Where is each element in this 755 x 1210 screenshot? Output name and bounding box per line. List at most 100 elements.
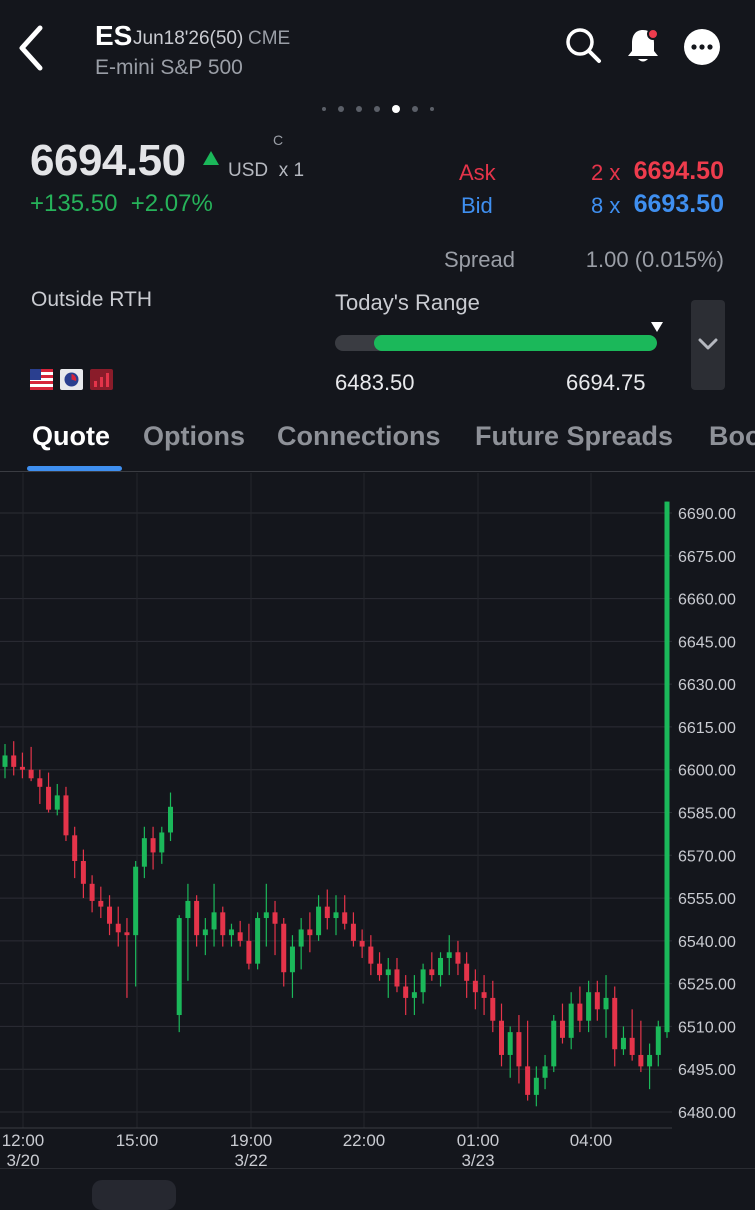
bottom-bar-handle[interactable] <box>92 1180 176 1210</box>
candle-body <box>11 755 17 767</box>
bell-icon[interactable] <box>622 24 664 66</box>
candle-body <box>194 900 200 936</box>
bid-size: 8 x <box>591 193 621 218</box>
candle-body <box>2 755 8 767</box>
change-percent: +2.07% <box>130 190 213 217</box>
tab-future-spreads[interactable]: Future Spreads <box>475 421 674 451</box>
candle-body <box>559 1020 565 1038</box>
chevron-down-icon <box>698 338 718 350</box>
candle-body <box>464 963 470 981</box>
candle-body <box>281 923 287 973</box>
price-change: +135.50 +2.07% <box>30 190 213 218</box>
candle-body <box>80 860 86 884</box>
candle-body <box>316 906 322 936</box>
symbol: ES <box>95 20 133 51</box>
range-low: 6483.50 <box>335 370 415 395</box>
y-tick-label: 6480.00 <box>678 1105 736 1122</box>
candle-body <box>377 963 383 976</box>
candle-body <box>28 769 34 779</box>
candle-body <box>289 946 295 973</box>
instrument-name: E-mini S&P 500 <box>95 56 243 79</box>
candle-body <box>638 1054 644 1067</box>
page-dot <box>355 105 362 112</box>
candle-body <box>594 992 600 1010</box>
spread-label: Spread <box>444 247 515 272</box>
candle-body <box>246 940 252 964</box>
ask-label: Ask <box>459 160 496 185</box>
candle-body <box>342 912 348 924</box>
candle-body <box>551 1020 557 1067</box>
candle-body <box>46 786 52 810</box>
currency-multiplier: USD x 1 <box>228 160 304 182</box>
y-tick-label: 6540.00 <box>678 934 736 951</box>
exchange: CME <box>248 28 291 49</box>
candle-body <box>141 838 147 867</box>
y-tick-label: 6615.00 <box>678 720 736 737</box>
y-tick-label: 6660.00 <box>678 592 736 609</box>
candle-body <box>150 838 156 853</box>
candle-body <box>168 806 173 833</box>
tab-bar: Quote Options Connections Future Spreads… <box>0 416 755 472</box>
y-tick-label: 6495.00 <box>678 1062 736 1079</box>
candle-body <box>481 992 487 998</box>
y-tick-label: 6675.00 <box>678 549 736 566</box>
y-tick-label: 6690.00 <box>678 506 736 523</box>
candle-body <box>664 501 670 1033</box>
search-icon[interactable] <box>562 24 604 66</box>
candle-body <box>620 1037 626 1050</box>
active-tab-indicator <box>27 466 122 471</box>
x-tick-date-label: 3/22 <box>234 1151 267 1168</box>
tab-connections[interactable]: Connections <box>277 421 441 451</box>
more-icon[interactable] <box>682 26 724 68</box>
last-price: 6694.50 <box>30 136 186 185</box>
candle-body <box>499 1020 504 1055</box>
candle-body <box>220 912 226 936</box>
change-value: +135.50 <box>30 190 118 217</box>
x-tick-label: 22:00 <box>343 1131 386 1150</box>
range-label: Today's Range <box>335 290 480 315</box>
expand-quote-button[interactable] <box>691 300 725 390</box>
divider <box>0 471 755 472</box>
close-flag: C <box>273 132 284 148</box>
range-current-marker-icon <box>650 320 664 332</box>
tab-quote[interactable]: Quote <box>32 421 110 451</box>
candle-body <box>63 795 69 836</box>
bid-label: Bid <box>461 193 493 218</box>
range-bar-fill <box>373 335 657 351</box>
candle-body <box>228 929 234 936</box>
page-dot-active <box>391 104 400 113</box>
us-flag-icon <box>30 369 53 390</box>
candle-body <box>394 969 400 987</box>
candle-body <box>533 1077 539 1095</box>
candle-body <box>107 906 113 924</box>
candle-body <box>54 795 60 810</box>
page-dot <box>337 105 344 112</box>
spread-value: 1.00 (0.015%) <box>585 247 724 272</box>
page-dot <box>321 106 326 111</box>
tab-options[interactable]: Options <box>143 421 245 451</box>
candle-body <box>446 952 452 958</box>
candle-body <box>159 832 165 853</box>
level2-badge-icon <box>90 369 113 390</box>
candle-body <box>525 1066 531 1095</box>
y-tick-label: 6585.00 <box>678 806 736 823</box>
candle-body <box>420 969 426 993</box>
candle-body <box>255 918 261 964</box>
candle-body <box>359 940 365 947</box>
price-chart[interactable]: 6690.00 6675.00 6660.00 6645.00 6630.00 6615.… <box>0 473 755 1168</box>
candle-body <box>263 912 269 919</box>
y-tick-label: 6630.00 <box>678 677 736 694</box>
multiplier: x 1 <box>278 160 305 181</box>
candle-body <box>133 866 139 936</box>
page-dot <box>373 105 380 112</box>
page-dot <box>429 106 434 111</box>
candle-body <box>655 1026 661 1055</box>
tab-book[interactable]: Boo <box>709 421 755 451</box>
back-icon[interactable] <box>14 24 54 72</box>
ask-size: 2 x <box>591 160 621 185</box>
candle-body <box>298 929 304 947</box>
candle-body <box>368 946 374 964</box>
y-tick-label: 6600.00 <box>678 763 736 780</box>
y-tick-label: 6510.00 <box>678 1019 736 1036</box>
x-tick-date-label: 3/23 <box>461 1151 494 1168</box>
